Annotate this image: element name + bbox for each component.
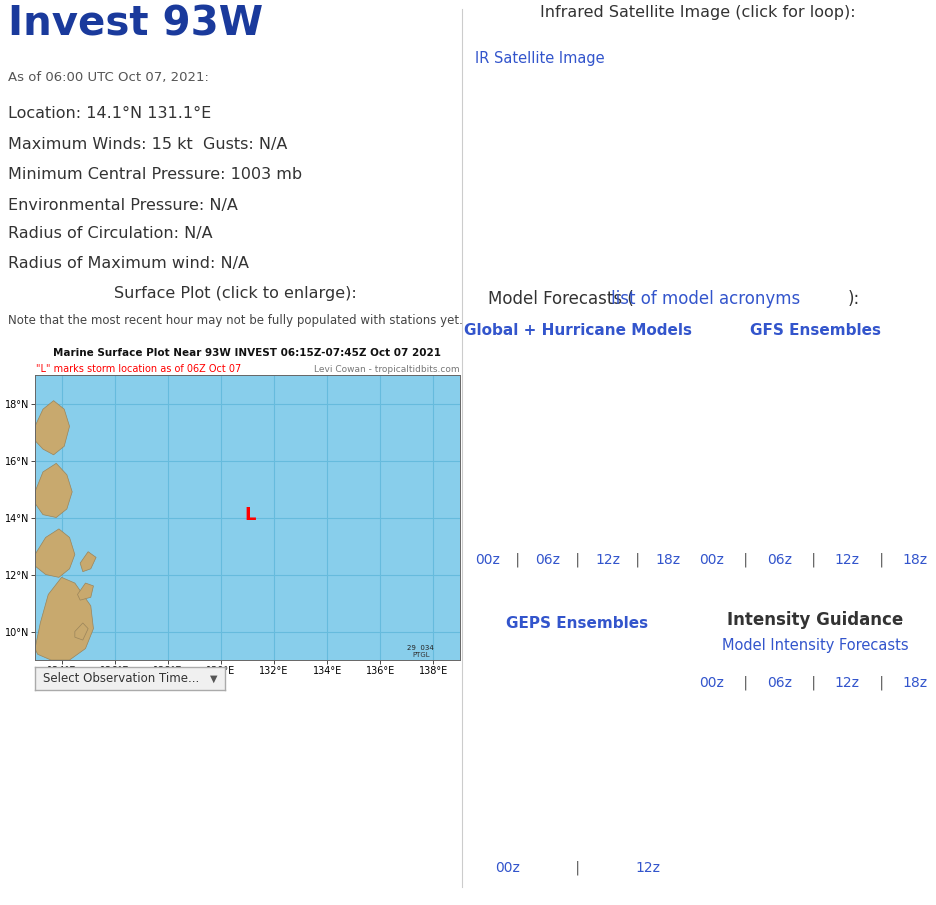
Text: 18z: 18z (902, 553, 928, 567)
Polygon shape (35, 577, 94, 660)
Text: Intensity Guidance: Intensity Guidance (727, 611, 903, 629)
Text: 06z: 06z (535, 553, 561, 567)
Text: L: L (244, 506, 256, 524)
Polygon shape (35, 463, 72, 518)
Text: 29  034: 29 034 (407, 645, 433, 651)
Text: GEPS Ensembles: GEPS Ensembles (506, 616, 649, 631)
Text: |: | (874, 676, 888, 691)
Text: Infrared Satellite Image (click for loop):: Infrared Satellite Image (click for loop… (540, 5, 856, 20)
Text: IR Satellite Image: IR Satellite Image (475, 51, 604, 65)
Text: |: | (739, 553, 753, 567)
Text: |: | (874, 553, 888, 567)
Text: Marine Surface Plot Near 93W INVEST 06:15Z-07:45Z Oct 07 2021: Marine Surface Plot Near 93W INVEST 06:1… (53, 348, 441, 358)
Text: Note that the most recent hour may not be fully populated with stations yet.: Note that the most recent hour may not b… (8, 314, 463, 327)
Text: |: | (739, 676, 753, 691)
Text: |: | (571, 553, 585, 567)
Text: |: | (807, 553, 820, 567)
Text: |: | (631, 553, 645, 567)
Text: |: | (571, 861, 585, 875)
Text: 06z: 06z (768, 676, 792, 690)
Text: Levi Cowan - tropicaltidbits.com: Levi Cowan - tropicaltidbits.com (314, 365, 460, 374)
Text: 00z: 00z (475, 553, 501, 567)
Text: Model Intensity Forecasts: Model Intensity Forecasts (722, 638, 908, 653)
Text: 12z: 12z (835, 676, 860, 690)
Text: Maximum Winds: 15 kt  Gusts: N/A: Maximum Winds: 15 kt Gusts: N/A (8, 137, 287, 152)
Text: 18z: 18z (902, 676, 928, 690)
Text: Invest 93W: Invest 93W (8, 5, 263, 45)
Polygon shape (35, 529, 75, 577)
Polygon shape (35, 401, 69, 455)
Text: "L" marks storm location as of 06Z Oct 07: "L" marks storm location as of 06Z Oct 0… (36, 364, 241, 374)
Text: PTGL: PTGL (412, 652, 430, 658)
Polygon shape (80, 552, 96, 572)
Text: Model Forecasts (: Model Forecasts ( (489, 290, 634, 308)
Text: Location: 14.1°N 131.1°E: Location: 14.1°N 131.1°E (8, 106, 212, 121)
Text: GFS Ensembles: GFS Ensembles (750, 323, 881, 338)
Text: Surface Plot (click to enlarge):: Surface Plot (click to enlarge): (114, 286, 357, 301)
Text: 12z: 12z (636, 861, 661, 875)
Text: ▼: ▼ (210, 673, 217, 683)
Polygon shape (75, 623, 88, 640)
Text: Environmental Pressure: N/A: Environmental Pressure: N/A (8, 197, 238, 213)
Text: 12z: 12z (835, 553, 860, 567)
Text: list of model acronyms: list of model acronyms (611, 290, 800, 308)
Text: |: | (807, 676, 820, 691)
Text: Radius of Maximum wind: N/A: Radius of Maximum wind: N/A (8, 256, 249, 271)
Text: Global + Hurricane Models: Global + Hurricane Models (463, 323, 692, 338)
Text: 00z: 00z (699, 676, 724, 690)
Text: 12z: 12z (595, 553, 621, 567)
Text: Minimum Central Pressure: 1003 mb: Minimum Central Pressure: 1003 mb (8, 167, 302, 182)
Text: ):: ): (848, 290, 860, 308)
Text: 00z: 00z (699, 553, 724, 567)
Text: As of 06:00 UTC Oct 07, 2021:: As of 06:00 UTC Oct 07, 2021: (8, 71, 209, 84)
Text: |: | (511, 553, 525, 567)
Text: Radius of Circulation: N/A: Radius of Circulation: N/A (8, 226, 212, 241)
Polygon shape (78, 583, 94, 600)
Text: 18z: 18z (655, 553, 680, 567)
Text: Select Observation Time...: Select Observation Time... (43, 672, 198, 685)
Text: 00z: 00z (495, 861, 520, 875)
Text: 06z: 06z (768, 553, 792, 567)
